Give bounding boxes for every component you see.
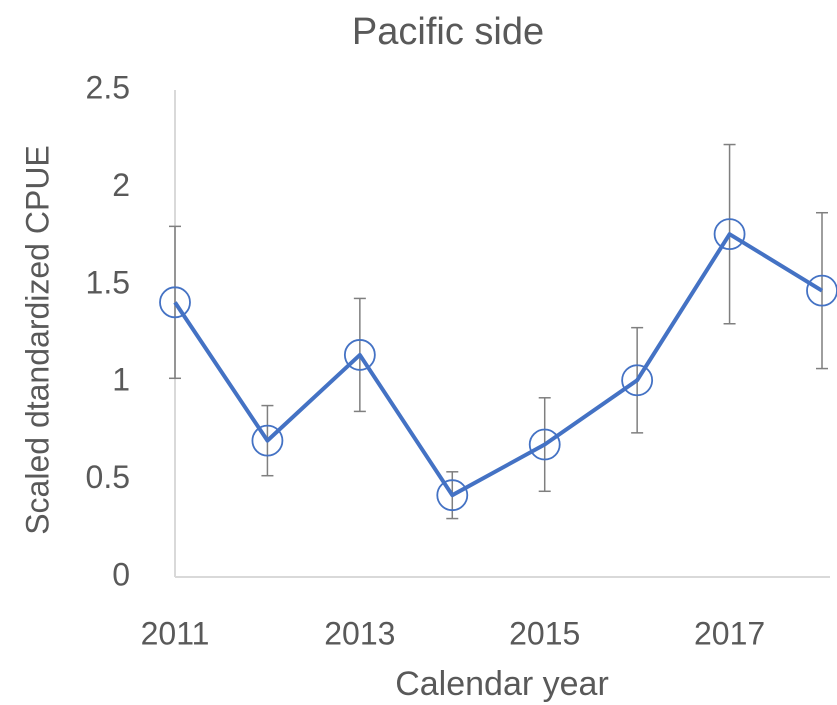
y-tick-label: 2.5 bbox=[86, 69, 130, 105]
y-tick-label: 2 bbox=[112, 167, 130, 203]
chart-title: Pacific side bbox=[352, 11, 544, 53]
y-tick-label: 1 bbox=[112, 362, 130, 398]
point-marker bbox=[251, 424, 284, 457]
y-tick-label: 0.5 bbox=[86, 459, 130, 495]
point-marker bbox=[528, 428, 561, 461]
y-axis-label: Scaled dtandardized CPUE bbox=[19, 145, 55, 535]
x-tick-label: 2015 bbox=[509, 615, 580, 651]
series-line bbox=[173, 232, 824, 498]
x-tick-label: 2017 bbox=[694, 615, 765, 651]
x-tick-label: 2013 bbox=[324, 615, 395, 651]
point-marker bbox=[159, 286, 191, 319]
point-marker bbox=[436, 479, 469, 512]
point-marker bbox=[713, 218, 746, 251]
y-tick-label: 1.5 bbox=[86, 264, 130, 300]
point-marker bbox=[621, 364, 654, 397]
y-tick-label: 0 bbox=[112, 556, 130, 592]
x-tick-label: 2011 bbox=[141, 615, 210, 651]
point-marker bbox=[343, 339, 376, 371]
x-axis-label: Calendar year bbox=[395, 665, 609, 703]
point-marker bbox=[806, 274, 837, 307]
